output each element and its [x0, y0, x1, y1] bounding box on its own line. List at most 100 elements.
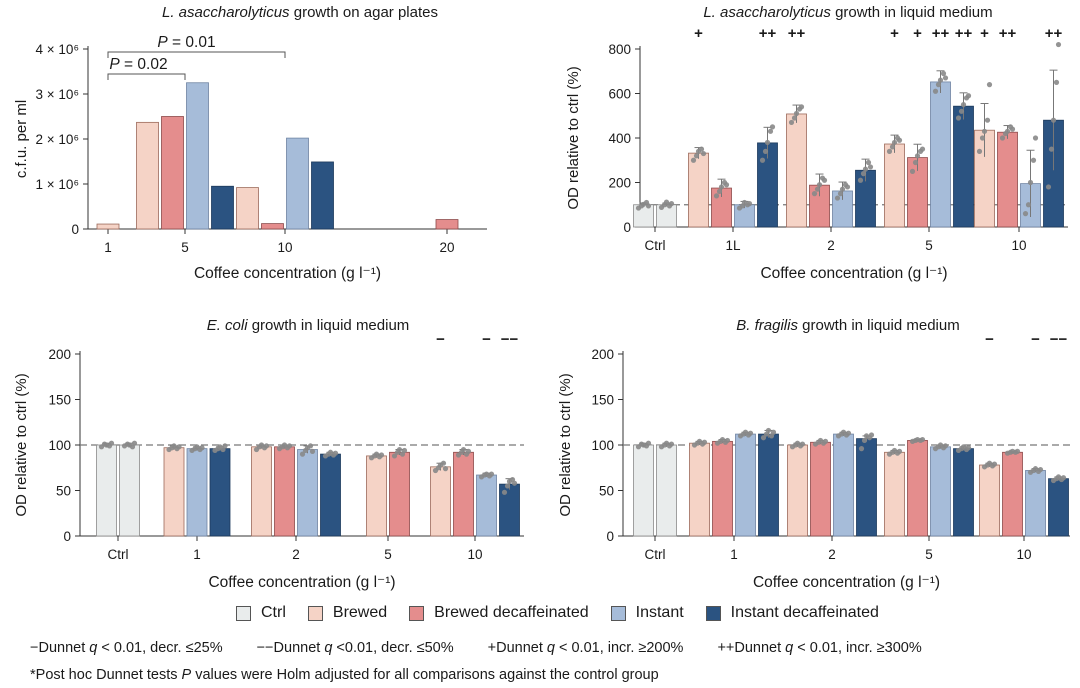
bar-ctrl	[656, 444, 677, 537]
bar-brewed	[236, 187, 259, 230]
significance-mark: −−	[1050, 331, 1068, 348]
bar-instant	[476, 474, 497, 537]
bar-brewed	[430, 466, 451, 537]
y-tick-label: 3 × 10⁶	[36, 87, 79, 102]
data-point	[814, 186, 821, 192]
x-tick-label: 5	[384, 547, 392, 562]
data-point	[822, 438, 829, 444]
data-point	[645, 203, 652, 209]
significance-mark: ++	[955, 25, 973, 42]
legend-item-brewed: Brewed	[307, 604, 388, 622]
data-point	[222, 443, 228, 449]
data-point	[909, 168, 916, 174]
bar-brewed	[979, 464, 1000, 537]
y-tick-label: 150	[591, 393, 614, 408]
data-point	[914, 153, 921, 159]
chart-title: L. asaccharolyticus growth in liquid med…	[703, 4, 992, 21]
bar-brewed	[689, 442, 710, 537]
legend-swatch	[307, 605, 323, 621]
data-point	[718, 184, 725, 190]
data-point	[981, 128, 988, 134]
data-point	[286, 443, 293, 449]
x-tick-label: 2	[828, 547, 836, 562]
data-point	[1004, 128, 1011, 134]
data-point	[378, 452, 385, 458]
bar-instant	[930, 81, 951, 228]
bar-instant	[735, 433, 756, 537]
bar-instant_decaf	[211, 185, 234, 230]
bar-ctrl	[633, 444, 654, 537]
data-point	[1045, 184, 1052, 190]
data-point	[668, 441, 675, 447]
footnote-dunnet-symbols: −Dunnet q < 0.01, decr. ≤25% −−Dunnet q <…	[30, 640, 956, 656]
chart-title: B. fragilis growth in liquid medium	[736, 317, 959, 334]
bar-brewed	[884, 143, 905, 228]
y-tick-label: 200	[48, 347, 71, 362]
data-point	[845, 430, 852, 436]
bar-instant	[833, 433, 854, 537]
data-point	[332, 450, 339, 456]
data-point	[663, 199, 670, 205]
data-point	[1060, 475, 1067, 481]
footnote-line2-post: values were Holm adjusted for all compar…	[191, 667, 659, 683]
data-point	[1022, 211, 1029, 217]
significance-mark: ++	[1045, 25, 1063, 42]
data-point	[769, 124, 776, 130]
data-point	[1027, 179, 1034, 186]
y-tick-label: 200	[591, 347, 614, 362]
data-point	[131, 440, 138, 446]
y-axis-label: OD relative to ctrl (%)	[565, 66, 582, 209]
bar-instant_decaf	[953, 105, 974, 228]
bracket-label: P = 0.02	[109, 56, 167, 73]
legend-label: Brewed	[332, 604, 388, 621]
data-point	[896, 448, 903, 454]
chart-panel-1: L. asaccharolyticus growth on agar plate…	[13, 4, 487, 282]
data-point	[935, 82, 942, 88]
data-point	[501, 489, 508, 495]
data-point	[821, 177, 828, 183]
significance-mark: ++	[788, 25, 806, 42]
legend-swatch	[409, 605, 425, 621]
data-point	[767, 128, 774, 134]
data-point	[942, 75, 949, 81]
bar-instant	[186, 82, 209, 230]
data-point	[868, 432, 875, 438]
legend-item-ctrl: Ctrl	[236, 604, 286, 622]
y-tick-label: 50	[599, 484, 614, 499]
bar-brewed	[96, 223, 120, 230]
data-point	[396, 446, 403, 453]
data-point	[965, 93, 972, 99]
data-point	[865, 159, 872, 166]
data-point	[896, 137, 903, 143]
data-point	[698, 146, 705, 152]
data-point	[811, 191, 818, 197]
y-tick-label: 1 × 10⁶	[36, 177, 79, 192]
data-point	[919, 146, 926, 152]
x-tick-label: 2	[827, 238, 835, 253]
data-point	[932, 88, 939, 94]
bar-brewed_decaf	[274, 446, 295, 537]
footnote-line2-p: P	[181, 667, 192, 683]
bar-instant	[930, 446, 951, 537]
data-point	[724, 437, 731, 444]
legend-label: Instant decaffeinated	[730, 604, 879, 621]
bar-instant_decaf	[856, 438, 877, 537]
y-tick-label: 400	[608, 131, 631, 146]
y-tick-label: 100	[591, 438, 614, 453]
chart-panel-3: E. coli growth in liquid medium 0 50 100 150…	[13, 317, 524, 591]
significance-mark: −−	[501, 331, 519, 348]
significance-mark: ++	[759, 25, 777, 42]
x-tick-label: 10	[277, 240, 292, 255]
x-axis-label: Coffee concentration (g l⁻¹)	[753, 574, 940, 591]
footnote-item: +Dunnet q < 0.01, incr. ≥200%	[487, 640, 684, 656]
data-point	[942, 443, 949, 449]
data-point	[886, 148, 893, 154]
data-point	[1053, 79, 1060, 85]
data-point	[764, 139, 771, 146]
data-point	[440, 460, 447, 466]
data-point	[976, 148, 983, 154]
data-point	[693, 153, 700, 159]
data-point	[861, 437, 868, 444]
data-point	[960, 102, 967, 108]
bar-brewed	[884, 451, 905, 537]
